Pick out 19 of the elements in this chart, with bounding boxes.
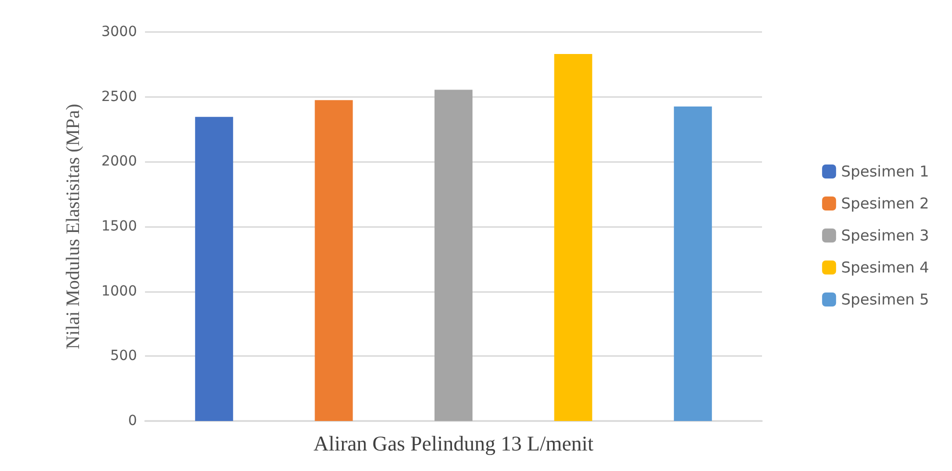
bar — [195, 116, 234, 421]
y-tick-label: 2500 — [101, 88, 137, 105]
legend-label: Spesimen 2 — [841, 194, 930, 212]
x-tick-label: Aliran Gas Pelindung 13 L/menit — [314, 432, 594, 456]
y-tick-label: 0 — [128, 413, 137, 429]
bar — [554, 54, 592, 421]
legend-label: Spesimen 3 — [841, 226, 930, 244]
bar — [314, 100, 353, 421]
y-tick-label: 500 — [110, 348, 137, 364]
y-tick-label: 3000 — [101, 24, 137, 40]
legend-label: Spesimen 1 — [841, 162, 930, 180]
legend-label: Spesimen 4 — [841, 258, 930, 276]
bar — [434, 90, 472, 421]
y-tick-label: 1000 — [101, 283, 137, 300]
y-tick-label: 2000 — [101, 154, 137, 170]
bar — [674, 106, 712, 421]
y-axis-title: Nilai Modulus Elastisitas (MPa) — [63, 104, 84, 350]
legend-label: Spesimen 5 — [841, 290, 930, 308]
y-tick-label: 1500 — [101, 218, 137, 234]
